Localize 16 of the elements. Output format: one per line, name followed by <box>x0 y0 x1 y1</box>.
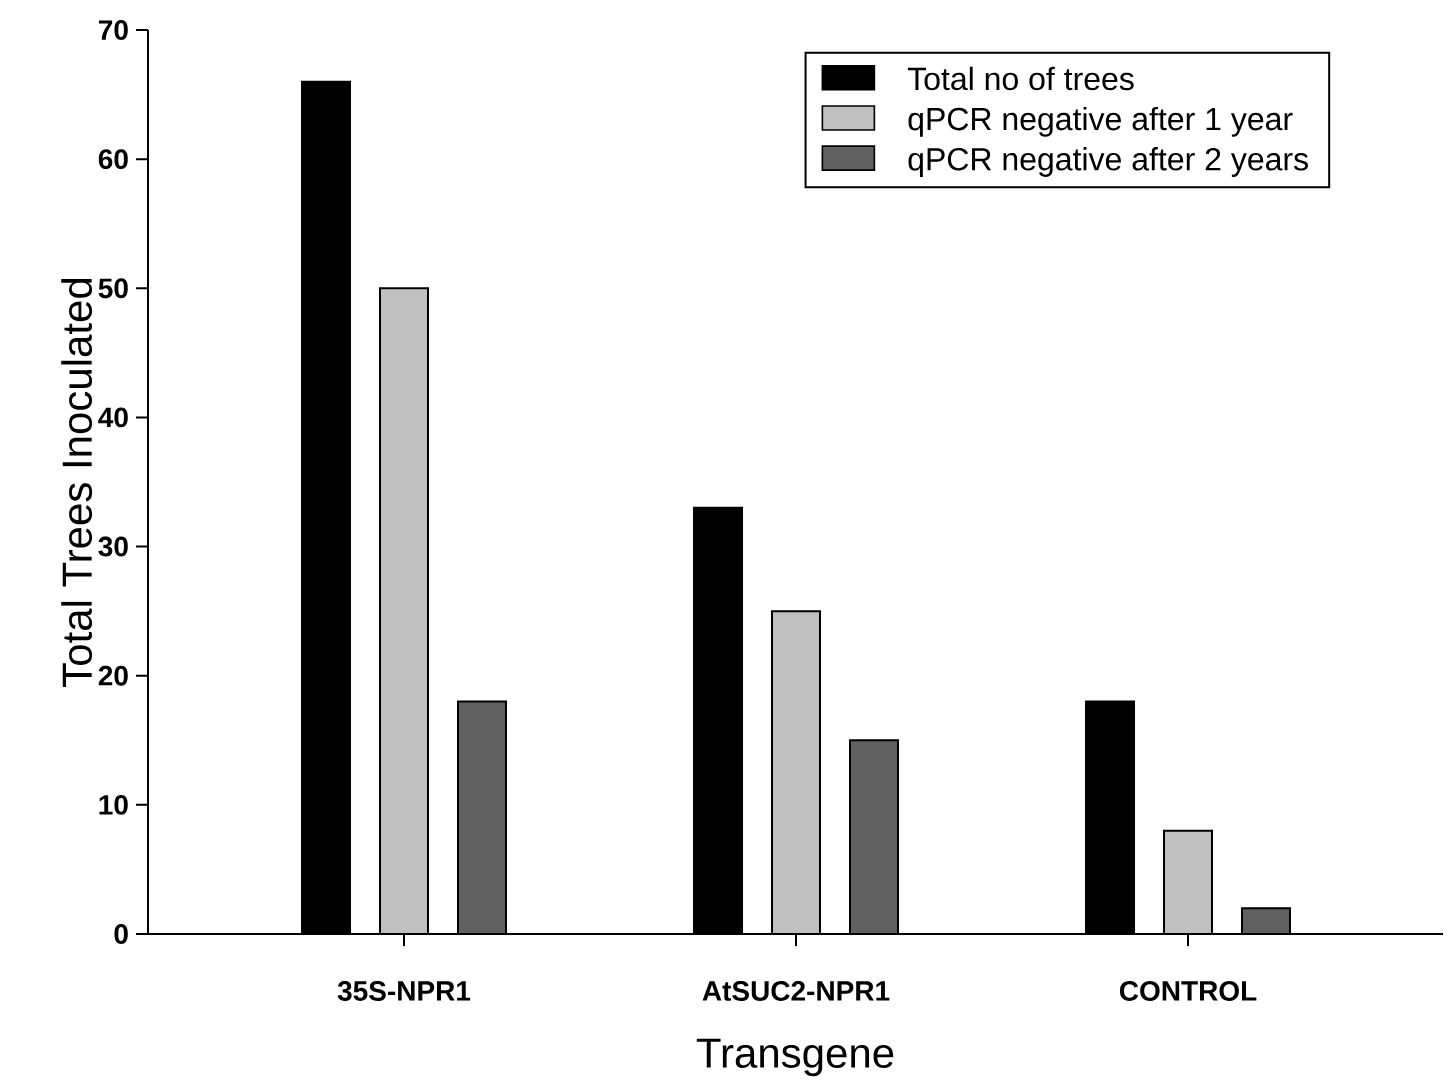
legend-label: Total no of trees <box>907 66 1134 91</box>
y-tick-label: 20 <box>98 665 128 686</box>
legend-label: qPCR negative after 1 year <box>908 106 1293 137</box>
x-tick-label: CONTROL <box>1119 981 1257 1001</box>
y-tick-label: 40 <box>98 407 128 428</box>
y-tick-label: 10 <box>99 794 128 815</box>
x-tick-label: AtSUC2-NPR1 <box>702 981 890 1001</box>
x-tick-label: 35S-NPR1 <box>337 981 471 1001</box>
legend-label: qPCR negative after 2 years <box>908 147 1308 177</box>
y-tick-label: 0 <box>114 924 128 944</box>
y-axis-title: Total Trees Inoculated <box>61 278 93 687</box>
y-tick-label: 50 <box>98 278 128 299</box>
x-axis-title: Transgene <box>696 1038 894 1077</box>
y-tick-label: 60 <box>98 149 128 170</box>
y-tick-label: 30 <box>98 536 128 557</box>
y-tick-label: 70 <box>98 20 128 40</box>
